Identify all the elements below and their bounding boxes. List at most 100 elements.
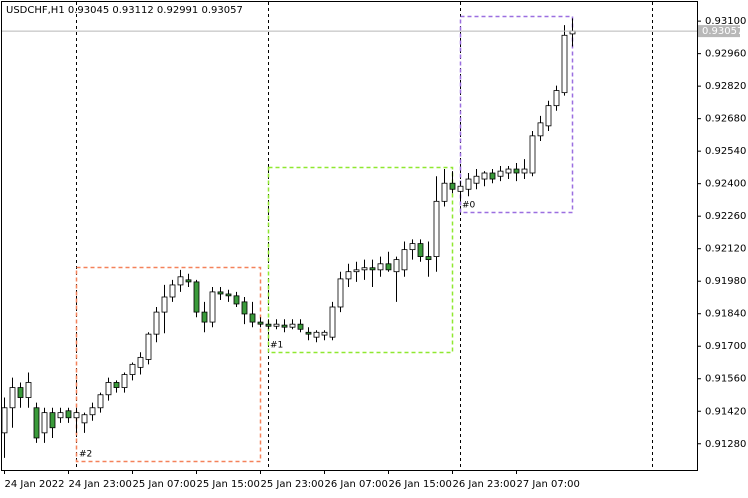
candle-body (545, 105, 552, 127)
candle-body (497, 170, 504, 177)
candle-body (505, 168, 512, 174)
candle-body (465, 178, 472, 190)
candle-body (49, 412, 56, 429)
candle-body (273, 323, 280, 327)
y-tick-label: 0.92260 (705, 211, 746, 222)
y-tick-label: 0.91420 (705, 406, 746, 417)
candle-body (345, 271, 352, 280)
candle-body (561, 34, 568, 94)
candle-body (225, 293, 232, 297)
candle-body (9, 387, 16, 409)
x-tick-label: 24 Jan 23:00 (69, 479, 132, 490)
candle-body (201, 311, 208, 323)
candle-body (129, 363, 136, 375)
candle-body (289, 323, 296, 328)
candle-body (401, 249, 408, 271)
candle-body (553, 90, 560, 107)
chart-title: USDCHF,H1 0.93045 0.93112 0.92991 0.9305… (6, 5, 243, 16)
box-label: #1 (270, 341, 283, 351)
candle-body (121, 374, 128, 388)
y-tick-label: 0.91840 (705, 309, 746, 320)
candle-body (281, 324, 288, 328)
box-label: #2 (79, 450, 92, 460)
x-tick-label: 27 Jan 07:00 (517, 479, 580, 490)
candle-body (457, 185, 464, 192)
candle-body (449, 182, 456, 190)
candle-body (17, 387, 24, 398)
candle-body (537, 122, 544, 137)
current-price-box (698, 25, 740, 38)
candle-body (113, 382, 120, 388)
candle-body (257, 321, 264, 325)
candle-body (529, 135, 536, 174)
candle-body (489, 172, 496, 180)
candle-body (321, 331, 328, 336)
y-tick-label: 0.92960 (705, 49, 746, 60)
x-tick-label: 26 Jan 15:00 (389, 479, 452, 490)
candle-body (193, 281, 200, 313)
y-tick-label: 0.91980 (705, 276, 746, 287)
range-box (267, 166, 454, 354)
candle-body (521, 168, 528, 174)
candle-body (33, 407, 40, 439)
candle-body (425, 256, 432, 261)
x-tick-label: 26 Jan 23:00 (453, 479, 516, 490)
y-tick-label: 0.92540 (705, 146, 746, 157)
y-tick-label: 0.92820 (705, 81, 746, 92)
y-tick-label: 0.92400 (705, 179, 746, 190)
box-label: #0 (462, 201, 476, 211)
boxes: #2 #1 #0 (75, 15, 574, 463)
x-tick-label: 25 Jan 15:00 (197, 479, 260, 490)
candle-body (265, 323, 272, 327)
plot-frame (1, 1, 698, 471)
range-box (75, 266, 262, 463)
candle-body (65, 410, 72, 419)
candle-body (25, 382, 32, 398)
current-price-label: 0.93057 (702, 26, 743, 37)
candle-body (241, 301, 248, 315)
candle-body (185, 279, 192, 283)
candle-body (169, 284, 176, 298)
candle-body (89, 407, 96, 416)
candle-body (233, 295, 240, 305)
y-tick-label: 0.92120 (705, 244, 746, 255)
candle-body (161, 296, 168, 313)
y-tick-label: 0.91560 (705, 374, 746, 385)
candle-body (329, 306, 336, 338)
x-tick-label: 25 Jan 23:00 (261, 479, 324, 490)
candle-body (473, 175, 480, 184)
candle-body (417, 243, 424, 257)
candle-body (97, 394, 104, 409)
candle-body (145, 333, 152, 360)
candle-body (297, 323, 304, 330)
candle-body (393, 259, 400, 273)
candle-body (81, 414, 88, 424)
candle-body (481, 172, 488, 180)
y-tick-label: 0.91700 (705, 341, 746, 352)
candle-body (73, 412, 80, 419)
candle-body (137, 356, 144, 368)
candle-body (433, 200, 440, 257)
candle-body (305, 331, 312, 335)
y-tick-label: 0.91280 (705, 439, 746, 450)
x-tick-label: 25 Jan 07:00 (133, 479, 196, 490)
y-tick-label: 0.92680 (705, 114, 746, 125)
candle-body (249, 313, 256, 323)
x-tick-label: 24 Jan 2022 (5, 479, 65, 490)
candle-body (441, 182, 448, 202)
candle-body (361, 267, 368, 271)
candle-body (105, 382, 112, 396)
candle-body (377, 263, 384, 271)
candle-body (177, 276, 184, 286)
candle-body (41, 412, 48, 434)
x-tick-label: 26 Jan 07:00 (325, 479, 388, 490)
candle-body (1, 407, 8, 434)
candle-body (385, 263, 392, 271)
candle-body (337, 278, 344, 308)
candle-body (209, 291, 216, 323)
candle-body (313, 331, 320, 338)
y-tick-label: 0.93100 (705, 16, 746, 27)
candle-body (409, 243, 416, 251)
